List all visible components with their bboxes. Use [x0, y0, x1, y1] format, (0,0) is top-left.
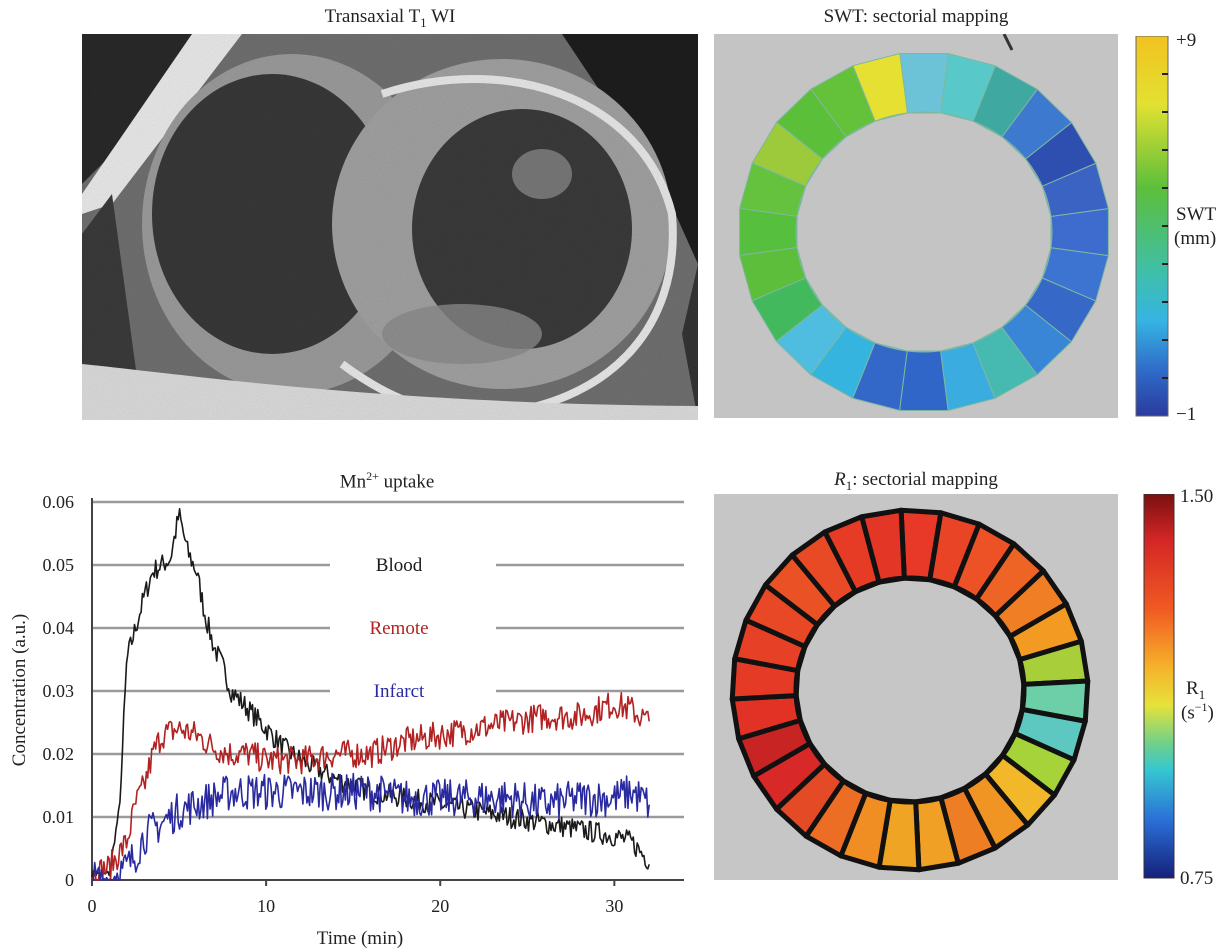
chart-legend-gap [330, 553, 496, 577]
ring-inner-edge [793, 575, 1027, 805]
chart-y-tick-label: 0.02 [43, 744, 75, 764]
ring-sector [899, 53, 949, 114]
ring-inner-edge [795, 111, 1053, 353]
mri-image [82, 34, 698, 420]
chart-y-tick-label: 0.05 [43, 555, 75, 575]
panel-c-title: Mn2+ uptake [339, 469, 435, 493]
chart-y-tick-label: 0.01 [43, 807, 75, 827]
r1-colorbar-name: R1 [1186, 678, 1206, 702]
chart-x-tick-label: 20 [431, 896, 449, 916]
chart-legend-label: Infarct [374, 681, 425, 702]
chart-y-axis-label: Concentration (a.u.) [9, 614, 30, 766]
r1-colorbar-min: 0.75 [1180, 868, 1214, 889]
chart-y-tick-labels: 0 0.01 0.02 0.03 0.04 0.05 0.06 [43, 492, 75, 890]
swt-colorbar-min: −1 [1176, 404, 1197, 425]
swt-colorbar-max: +9 [1176, 30, 1197, 51]
chart-y-tick-label: 0.03 [43, 681, 75, 701]
chart-legend-label: Remote [369, 618, 428, 639]
chart-axes [91, 498, 684, 886]
chart-legend-gap [330, 679, 496, 703]
swt-colorbar-name: SWT [1176, 204, 1217, 225]
ring-sector [899, 350, 949, 411]
r1-colorbar [1143, 494, 1175, 879]
chart-legend: Blood Remote Infarct [330, 553, 496, 703]
swt-sector-map [714, 34, 1118, 418]
chart-series-line [91, 692, 650, 881]
swt-colorbar [1135, 36, 1169, 417]
chart-series-line [92, 772, 650, 881]
swt-ring-sectors [739, 53, 1109, 411]
chart-x-tick-label: 0 [88, 896, 97, 916]
chart-y-tick-label: 0 [65, 870, 74, 890]
swt-tick-mark [1002, 34, 1014, 51]
panel-a-title: Transaxial T1 WI [324, 6, 456, 30]
r1-ring-sectors [729, 507, 1091, 873]
chart-x-tick-label: 10 [257, 896, 275, 916]
r1-sector-map [714, 494, 1118, 880]
uptake-chart: 0 0.01 0.02 0.03 0.04 0.05 0.06 0 10 20 30 Blood R… [9, 492, 684, 949]
chart-legend-label: Blood [376, 555, 423, 576]
chart-y-tick-label: 0.04 [43, 618, 75, 638]
chart-x-tick-labels: 0 10 20 30 [88, 896, 624, 916]
chart-legend-gap [330, 616, 496, 640]
chart-grid [92, 500, 684, 819]
swt-colorbar-unit: (mm) [1174, 228, 1217, 249]
panel-d-title: R1: sectorial mapping [834, 469, 998, 493]
r1-colorbar-max: 1.50 [1180, 486, 1214, 507]
chart-y-tick-label: 0.06 [43, 492, 75, 512]
r1-colorbar-unit: (s−1) [1181, 700, 1214, 724]
chart-series [91, 508, 650, 881]
panel-b-title: SWT: sectorial mapping [823, 6, 1009, 27]
chart-x-tick-label: 30 [605, 896, 623, 916]
chart-x-axis-label: Time (min) [317, 928, 403, 949]
